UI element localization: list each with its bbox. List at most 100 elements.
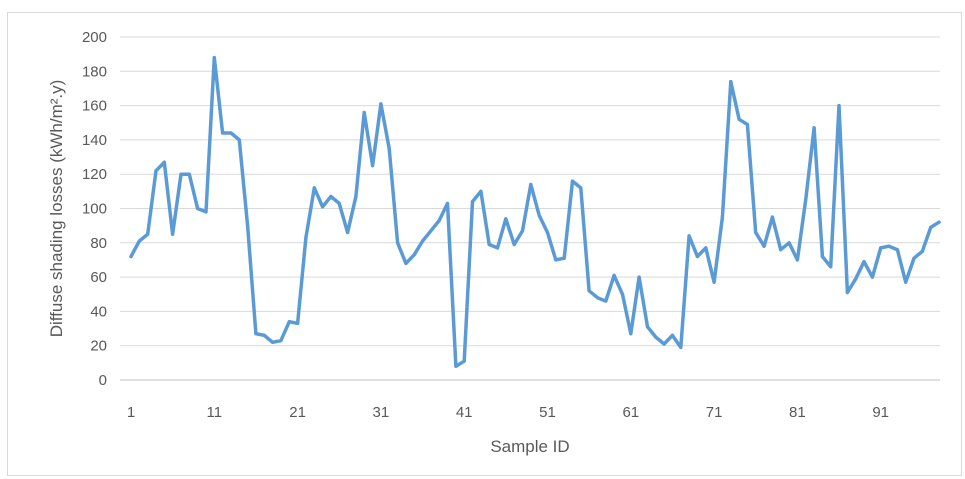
data-point <box>729 80 733 84</box>
data-point <box>379 102 383 106</box>
x-tick-label: 31 <box>373 404 390 421</box>
y-tick-label: 20 <box>90 338 107 355</box>
y-tick-label: 160 <box>82 98 107 115</box>
data-point <box>229 131 233 135</box>
data-point <box>437 218 441 223</box>
y-tick-label: 140 <box>82 132 107 149</box>
data-point <box>171 232 175 236</box>
y-tick-label: 60 <box>90 269 107 286</box>
x-tick-label: 71 <box>706 404 723 421</box>
data-point <box>862 260 866 264</box>
y-tick-label: 200 <box>82 29 107 46</box>
data-point <box>312 186 316 190</box>
y-axis-title: Diffuse shading losses (kWh/m².y) <box>47 80 66 338</box>
data-point <box>445 201 450 205</box>
data-point <box>804 198 808 202</box>
data-point <box>154 169 158 173</box>
data-point <box>879 246 883 250</box>
data-point <box>745 122 750 127</box>
data-point <box>570 179 575 183</box>
data-point <box>504 217 508 221</box>
data-point <box>271 340 275 344</box>
data-point <box>337 201 341 205</box>
data-point <box>595 296 600 300</box>
x-tick-label: 61 <box>622 404 639 421</box>
data-point <box>304 236 308 240</box>
data-point <box>679 345 683 349</box>
data-point <box>346 230 350 235</box>
data-point <box>554 258 558 262</box>
data-point <box>545 230 550 235</box>
data-point <box>645 325 650 329</box>
data-point <box>537 213 541 217</box>
data-point <box>354 194 358 199</box>
data-point <box>221 131 225 135</box>
y-tick-label: 0 <box>99 372 107 389</box>
data-point <box>529 182 533 187</box>
data-point <box>454 364 458 368</box>
data-point <box>762 244 766 248</box>
x-tick-label: 1 <box>127 404 135 421</box>
data-point <box>587 289 591 293</box>
data-point <box>870 275 875 279</box>
data-point <box>404 261 408 265</box>
x-tick-label: 41 <box>456 404 473 421</box>
data-point <box>662 342 666 346</box>
data-point <box>254 332 258 336</box>
data-point <box>612 273 616 277</box>
y-tick-label: 40 <box>90 303 107 320</box>
data-point <box>845 290 850 295</box>
x-tick-label: 91 <box>872 404 889 421</box>
data-point <box>212 56 216 60</box>
x-axis-title: Sample ID <box>490 437 569 456</box>
x-tick-label: 81 <box>789 404 806 421</box>
data-point <box>929 225 933 229</box>
y-tick-label: 80 <box>90 235 107 252</box>
data-point <box>754 230 758 235</box>
data-point <box>829 265 833 269</box>
data-point <box>495 246 500 250</box>
data-point <box>720 215 725 219</box>
data-point <box>629 332 633 336</box>
data-point <box>470 200 475 204</box>
data-point <box>895 248 900 252</box>
data-point <box>604 299 608 303</box>
data-point <box>712 280 716 284</box>
x-tick-label: 21 <box>289 404 306 421</box>
data-point <box>162 160 166 164</box>
data-point <box>695 254 700 259</box>
data-point <box>620 292 625 296</box>
data-point <box>396 241 400 245</box>
data-point <box>787 241 791 245</box>
data-point <box>904 280 908 284</box>
y-tick-label: 120 <box>82 166 107 183</box>
data-point <box>137 239 141 243</box>
data-point <box>412 253 416 257</box>
data-point <box>279 339 283 343</box>
data-point <box>246 224 250 228</box>
data-point <box>795 258 800 262</box>
data-point <box>479 189 483 193</box>
data-point <box>912 256 916 260</box>
data-point <box>837 104 841 108</box>
data-point <box>512 242 516 247</box>
data-point <box>812 126 816 130</box>
y-axis-tick-labels: 0 20 40 60 80 100 120 140 160 180 200 <box>82 29 107 389</box>
data-point <box>654 335 658 339</box>
data-point <box>321 205 325 209</box>
data-point <box>146 232 150 236</box>
data-point <box>637 275 641 279</box>
series-line <box>129 55 941 369</box>
data-point <box>562 256 566 260</box>
data-point <box>937 220 941 224</box>
series-layer <box>129 55 941 369</box>
data-point <box>129 254 133 259</box>
data-point <box>854 277 858 281</box>
data-point <box>296 321 300 325</box>
x-tick-label: 11 <box>207 404 223 421</box>
x-axis-tick-labels: 1 11 21 31 41 51 61 71 81 91 <box>127 404 889 421</box>
data-point <box>262 333 266 337</box>
y-tick-label: 180 <box>82 63 107 80</box>
data-point <box>737 117 741 121</box>
